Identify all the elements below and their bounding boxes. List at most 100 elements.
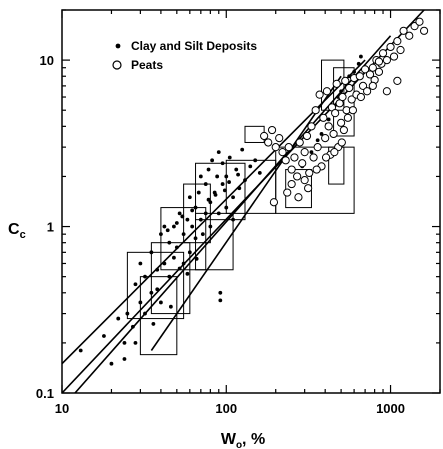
clay-silt-point (167, 240, 172, 245)
clay-silt-point (149, 290, 154, 295)
clay-silt-point (206, 167, 211, 172)
clay-silt-point (236, 172, 240, 177)
clay-silt-point (116, 316, 121, 321)
peat-point (361, 65, 370, 74)
clay-silt-point (102, 334, 106, 338)
peat-point (281, 156, 290, 165)
peat-point (300, 148, 309, 157)
clay-silt-point (109, 361, 114, 366)
peat-point (347, 95, 356, 104)
clay-silt-point (253, 158, 258, 163)
clay-silt-point (193, 236, 198, 241)
clay-silt-point (215, 174, 220, 179)
peat-point (396, 45, 405, 55)
peat-point (382, 87, 391, 96)
clay-silt-point (359, 54, 363, 59)
legend-label-clay: Clay and Silt Deposits (131, 39, 257, 53)
peat-point (269, 198, 279, 207)
peat-point (324, 122, 333, 131)
clay-silt-point (224, 205, 229, 210)
clay-silt-point (206, 197, 211, 202)
peat-point (338, 92, 347, 102)
range-box (139, 276, 178, 356)
clay-silt-point (181, 261, 186, 266)
clay-silt-point (180, 214, 185, 219)
peat-point (315, 90, 324, 99)
legend-marker-clay (115, 43, 121, 49)
clay-silt-point (177, 266, 182, 271)
axes (61, 9, 441, 394)
peat-point (336, 118, 346, 127)
peat-point (330, 148, 339, 157)
peat-point (260, 131, 269, 141)
peat-point (321, 133, 330, 143)
peat-point (345, 83, 354, 93)
peat-point (321, 153, 331, 162)
clay-silt-point (159, 232, 163, 237)
clay-silt-point (138, 261, 143, 266)
clay-silt-point (227, 155, 232, 160)
peat-point (378, 49, 388, 58)
peat-point (290, 153, 299, 162)
y-axis-label-sub: c (20, 229, 26, 241)
peat-point (386, 42, 395, 52)
peat-point (399, 26, 408, 35)
peat-point (264, 138, 273, 147)
peat-point (368, 81, 377, 90)
clay-silt-point (198, 217, 203, 222)
range-box (126, 251, 185, 320)
peat-point (309, 153, 318, 162)
peat-point (294, 193, 303, 202)
peat-point (300, 176, 309, 185)
clay-silt-point (227, 180, 231, 184)
clay-silt-point (231, 217, 235, 222)
peat-point (312, 165, 321, 174)
x-tick-label: 10 (55, 401, 69, 416)
peat-point (368, 63, 377, 72)
clay-silt-point (319, 132, 324, 136)
clay-silt-point (168, 304, 173, 309)
peat-point (319, 113, 328, 122)
clay-silt-point (143, 311, 147, 316)
clay-silt-point (162, 261, 167, 266)
x-axis-label-suffix: , % (242, 431, 265, 448)
clay-silt-point (167, 274, 172, 279)
clay-silt-point (187, 250, 192, 255)
clay-silt-point (165, 228, 170, 233)
clay-silt-point (309, 150, 314, 155)
clay-silt-point (208, 224, 213, 229)
peat-point (363, 87, 372, 96)
clay-silt-point (234, 167, 239, 172)
peat-point (339, 125, 348, 135)
clay-silt-point (172, 255, 176, 260)
clay-silt-point (315, 138, 320, 143)
clay-silt-point (130, 324, 135, 329)
clay-silt-point (122, 340, 127, 345)
peat-point (389, 52, 399, 61)
peat-point (304, 184, 313, 193)
clay-silt-point (210, 158, 215, 163)
clay-silt-point (222, 188, 227, 193)
peat-point (374, 57, 384, 66)
peat-point (287, 179, 296, 189)
peat-point (271, 143, 280, 152)
clay-silt-point (143, 274, 147, 279)
clay-silt-point (155, 287, 160, 292)
peat-point (278, 148, 287, 157)
clay-silt-point (240, 147, 245, 152)
peat-point (267, 125, 277, 135)
clay-silt-point (224, 174, 229, 179)
regression-line (62, 59, 366, 365)
regression-line (150, 75, 342, 351)
clay-silt-point (196, 190, 201, 195)
clay-silt-point (216, 150, 221, 155)
peat-point (295, 138, 304, 147)
y-tick-label: 10 (40, 53, 54, 68)
clay-silt-point (218, 298, 223, 303)
peat-point (405, 31, 414, 40)
clay-silt-point (203, 211, 208, 216)
peat-point (358, 81, 368, 90)
peat-point (393, 37, 402, 46)
clay-silt-point (155, 267, 160, 272)
